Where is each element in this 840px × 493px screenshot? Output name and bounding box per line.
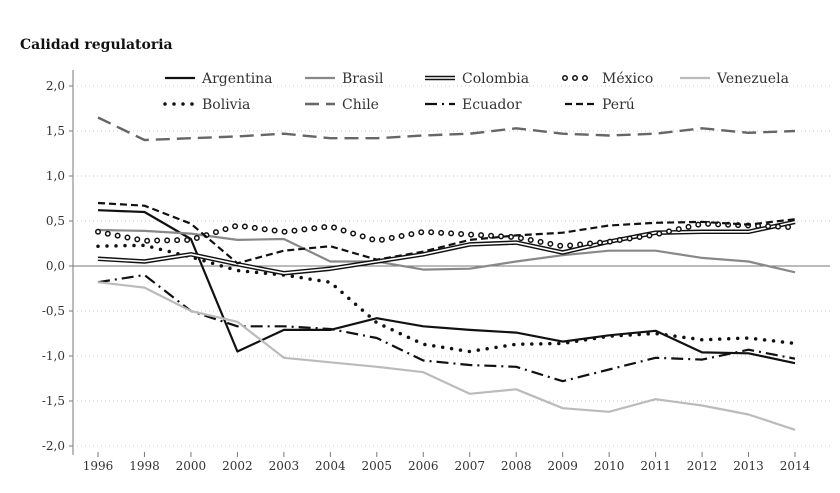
series-line-peru — [97, 201, 796, 265]
y-tick-label: -0,5 — [42, 304, 65, 318]
x-tick-label: 2000 — [176, 459, 207, 473]
series-line-argentina — [97, 209, 796, 365]
x-tick-label: 2013 — [733, 459, 764, 473]
x-tick-label: 2007 — [454, 459, 485, 473]
x-tick-label: 2006 — [408, 459, 439, 473]
x-tick-label: 2012 — [687, 459, 718, 473]
x-tick-label: 2004 — [315, 459, 346, 473]
legend-label-bolivia: Bolivia — [202, 97, 250, 113]
y-tick-label: -1,0 — [42, 349, 65, 363]
series-line-venezuela — [97, 281, 796, 431]
x-tick-label: 2005 — [362, 459, 393, 473]
y-tick-label: 2,0 — [46, 79, 65, 93]
chart-title: Calidad regulatoria — [20, 37, 173, 53]
x-tick-label: 2011 — [640, 459, 671, 473]
legend-label-peru: Perú — [602, 97, 635, 113]
y-tick-label: 0,0 — [46, 259, 65, 273]
legend-label-colombia: Colombia — [462, 71, 529, 87]
x-tick-label: 1996 — [83, 459, 114, 473]
y-tick-label: -2,0 — [42, 439, 65, 453]
series-line-brasil — [97, 228, 796, 274]
series-line-colombia-inner — [97, 221, 796, 275]
x-tick-label: 2014 — [780, 459, 811, 473]
y-tick-label: 1,0 — [46, 169, 65, 183]
y-tick-label: -1,5 — [42, 394, 65, 408]
y-tick-label: 1,5 — [46, 124, 65, 138]
series-line-chile — [97, 116, 796, 142]
series-line-mexico-inner — [96, 222, 797, 248]
x-tick-label: 1998 — [129, 459, 160, 473]
legend-label-brasil: Brasil — [342, 71, 384, 87]
legend-label-chile: Chile — [342, 97, 379, 113]
x-tick-label: 2010 — [594, 459, 625, 473]
x-tick-label: 2009 — [547, 459, 578, 473]
series-line-bolivia — [96, 243, 797, 354]
legend-label-ecuador: Ecuador — [462, 97, 522, 113]
legend-label-argentina: Argentina — [201, 71, 273, 87]
y-tick-label: 0,5 — [46, 214, 65, 228]
series-line-ecuador — [97, 273, 796, 383]
x-tick-label: 2008 — [501, 459, 532, 473]
x-tick-label: 2003 — [269, 459, 300, 473]
x-tick-label: 2002 — [222, 459, 253, 473]
legend-label-mexico: México — [602, 71, 653, 87]
legend-label-venezuela: Venezuela — [716, 71, 789, 87]
